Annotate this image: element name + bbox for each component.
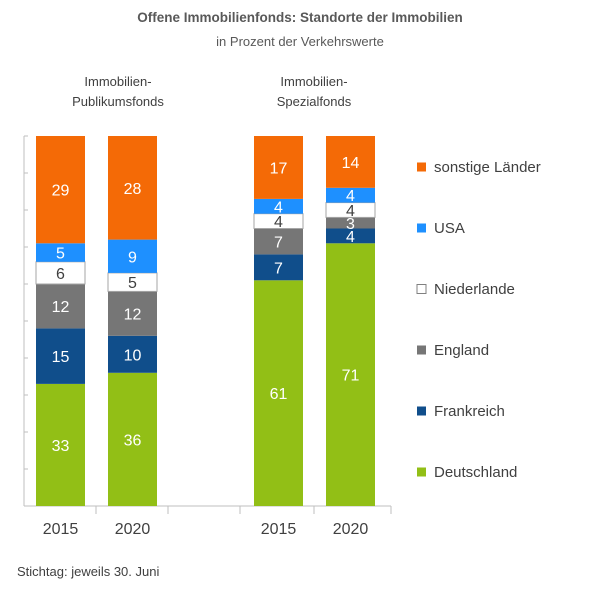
group-label-spezialfonds-line1: Immobilien- bbox=[280, 74, 348, 89]
group-label-publikumsfonds-line2: Publikumsfonds bbox=[72, 94, 164, 109]
bar-segment-deutschland-0 bbox=[36, 383, 85, 506]
legend-label: Frankreich bbox=[434, 403, 505, 420]
bar-segment-england-2 bbox=[254, 228, 303, 255]
data-label: 28 bbox=[124, 181, 142, 198]
group-label-spezialfonds: Immobilien- Spezialfonds bbox=[234, 72, 394, 112]
data-label: 9 bbox=[128, 249, 137, 266]
data-label: 3 bbox=[346, 216, 355, 233]
data-label: 4 bbox=[274, 199, 283, 216]
legend-label: Deutschland bbox=[434, 464, 517, 481]
bar-segment-sonstige-länder-3 bbox=[326, 136, 375, 188]
data-label: 7 bbox=[274, 260, 283, 277]
bar-segment-frankreich-0 bbox=[36, 328, 85, 384]
footnote: Stichtag: jeweils 30. Juni bbox=[17, 564, 160, 579]
bar-segment-usa-3 bbox=[326, 187, 375, 203]
data-label: 5 bbox=[128, 275, 137, 292]
data-label: 5 bbox=[56, 246, 65, 263]
legend-label: USA bbox=[434, 220, 465, 237]
legend-label: sonstige Länder bbox=[434, 159, 541, 176]
data-label: 7 bbox=[274, 234, 283, 251]
legend-swatch-sonstige-länder bbox=[417, 162, 426, 172]
chart-subtitle: in Prozent der Verkehrswerte bbox=[216, 34, 384, 49]
x-tick-label: 2015 bbox=[261, 521, 297, 538]
legend-label: England bbox=[434, 342, 489, 359]
legend-label: Niederlande bbox=[434, 281, 515, 298]
data-label: 12 bbox=[124, 307, 142, 324]
bar-segment-sonstige-länder-2 bbox=[254, 136, 303, 199]
group-label-publikumsfonds: Immobilien- Publikumsfonds bbox=[38, 72, 198, 112]
data-label: 17 bbox=[270, 160, 288, 177]
data-label: 15 bbox=[52, 349, 70, 366]
data-label: 4 bbox=[274, 214, 283, 231]
x-tick-label: 2015 bbox=[43, 521, 79, 538]
data-label: 12 bbox=[52, 299, 70, 316]
data-label: 4 bbox=[346, 188, 355, 205]
data-label: 71 bbox=[342, 368, 360, 385]
bar-segment-deutschland-3 bbox=[326, 243, 375, 507]
legend-swatch-england bbox=[417, 345, 426, 355]
bar-segment-frankreich-3 bbox=[326, 228, 375, 244]
data-label: 6 bbox=[56, 266, 65, 283]
group-label-spezialfonds-line2: Spezialfonds bbox=[276, 94, 352, 109]
bar-segment-frankreich-2 bbox=[254, 254, 303, 281]
legend-swatch-frankreich bbox=[417, 406, 426, 416]
chart-title: Offene Immobilienfonds: Standorte der Im… bbox=[137, 10, 463, 25]
bar-segment-england-0 bbox=[36, 284, 85, 329]
data-label: 61 bbox=[270, 386, 288, 403]
bar-segment-usa-1 bbox=[108, 239, 157, 273]
data-label: 36 bbox=[124, 432, 142, 449]
data-label: 33 bbox=[52, 438, 70, 455]
bar-segment-frankreich-1 bbox=[108, 335, 157, 373]
group-label-publikumsfonds-line1: Immobilien- bbox=[84, 74, 152, 89]
bar-segment-deutschland-2 bbox=[254, 280, 303, 506]
bar-segment-usa-2 bbox=[254, 198, 303, 214]
bar-segment-sonstige-länder-0 bbox=[36, 136, 85, 244]
bar-segment-england-3 bbox=[326, 217, 375, 229]
bar-segment-usa-0 bbox=[36, 243, 85, 262]
bar-segment-england-1 bbox=[108, 291, 157, 336]
data-label: 4 bbox=[346, 229, 355, 246]
x-tick-label: 2020 bbox=[115, 521, 151, 538]
data-label: 14 bbox=[342, 155, 360, 172]
bar-segment-sonstige-länder-1 bbox=[108, 136, 157, 240]
legend-swatch-deutschland bbox=[417, 467, 426, 477]
x-tick-label: 2020 bbox=[333, 521, 369, 538]
bar-segment-deutschland-1 bbox=[108, 372, 157, 506]
legend-swatch-niederlande bbox=[416, 284, 427, 294]
data-label: 4 bbox=[346, 203, 355, 220]
legend-swatch-usa bbox=[417, 223, 426, 233]
data-label: 29 bbox=[52, 183, 70, 200]
data-label: 10 bbox=[124, 347, 142, 364]
